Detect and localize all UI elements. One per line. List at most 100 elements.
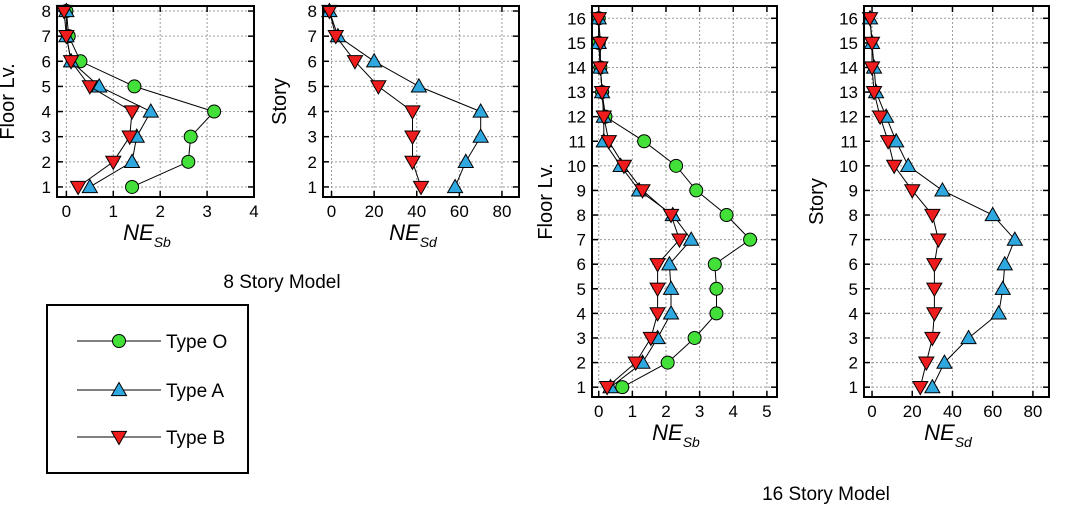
legend-marker-shape <box>112 334 126 348</box>
y-tick-label: 9 <box>577 181 586 200</box>
data-point <box>81 80 99 95</box>
x-tick-label: 40 <box>407 202 426 221</box>
x-axis-label-sub: Sd <box>955 434 973 450</box>
y-tick-label: 13 <box>839 83 858 102</box>
x-axis-label-sub: Sd <box>420 234 438 250</box>
data-point <box>642 331 660 347</box>
series-line <box>869 18 939 388</box>
y-axis-label: Story <box>269 78 291 125</box>
data-point <box>926 282 943 298</box>
data-point <box>615 380 630 395</box>
legend-item-type-b: Type B <box>77 428 225 449</box>
series-type-o <box>59 4 222 194</box>
y-tick-label: 11 <box>840 132 858 151</box>
y-tick-label: 3 <box>308 128 317 147</box>
y-tick-label: 16 <box>567 9 586 28</box>
plot-frame <box>322 5 520 198</box>
y-tick-label: 6 <box>308 52 317 71</box>
legend-marker-triangle-up <box>110 381 128 397</box>
x-tick-label: 4 <box>249 202 258 221</box>
y-tick-label: 4 <box>849 304 858 323</box>
y-tick-label: 13 <box>567 83 586 102</box>
series-type-b <box>321 4 430 196</box>
series-type-b <box>861 12 947 396</box>
legend: Type O Type A Type B <box>46 304 249 474</box>
data-point <box>926 307 943 322</box>
data-point <box>69 180 87 196</box>
series-type-a <box>321 2 490 194</box>
x-tick-label: 0 <box>327 202 336 221</box>
series-type-b <box>55 4 141 196</box>
x-tick-label: 60 <box>983 402 1002 421</box>
y-tick-label: 15 <box>839 34 858 53</box>
data-point <box>899 157 917 172</box>
x-tick-label: 0 <box>867 402 876 421</box>
x-axis-label: NESd <box>924 420 973 450</box>
y-tick-label: 7 <box>577 231 586 250</box>
data-point <box>707 257 722 272</box>
series-line <box>598 18 751 388</box>
x-axis-label-main: NE <box>652 420 683 445</box>
y-tick-label: 8 <box>577 206 586 225</box>
y-tick-label: 14 <box>839 58 858 77</box>
data-point <box>472 103 490 118</box>
data-point <box>662 280 680 295</box>
y-tick-label: 8 <box>308 2 317 21</box>
x-tick-label: 40 <box>943 402 962 421</box>
y-tick-label: 7 <box>849 231 858 250</box>
legend-label-type-b: Type B <box>166 428 225 449</box>
data-point <box>127 79 142 94</box>
x-tick-label: 3 <box>695 402 704 421</box>
x-axis-label-main: NE <box>123 220 154 245</box>
x-tick-label: 0 <box>62 202 71 221</box>
data-point <box>649 258 666 273</box>
data-point <box>457 153 475 168</box>
data-point <box>637 134 652 149</box>
data-point <box>634 184 651 199</box>
y-tick-label: 6 <box>577 255 586 274</box>
series-line <box>598 18 681 388</box>
plot-frame <box>56 5 255 198</box>
data-point <box>142 103 160 118</box>
y-tick-label: 8 <box>849 206 858 225</box>
x-tick-label: 2 <box>661 402 670 421</box>
data-point <box>649 307 666 322</box>
y-tick-label: 2 <box>42 153 51 172</box>
data-point <box>593 85 611 101</box>
y-tick-label: 5 <box>577 280 586 299</box>
data-point <box>994 280 1012 295</box>
data-point <box>924 208 941 224</box>
y-tick-label: 5 <box>42 77 51 96</box>
data-point <box>123 153 141 168</box>
data-point <box>865 85 883 101</box>
legend-item-type-a: Type A <box>77 381 224 402</box>
y-axis-label: Story <box>806 178 828 225</box>
data-point <box>404 105 421 121</box>
data-point <box>669 158 684 173</box>
data-point <box>183 129 198 144</box>
data-point <box>327 30 345 45</box>
data-point <box>207 104 222 119</box>
grid <box>864 6 1049 397</box>
y-tick-label: 3 <box>42 128 51 147</box>
x-tick-label: 1 <box>109 202 118 221</box>
data-point <box>123 105 141 121</box>
y-tick-label: 7 <box>42 27 51 46</box>
series-line <box>869 18 1016 388</box>
x-tick-label: 1 <box>628 402 637 421</box>
data-point <box>743 232 758 247</box>
data-point <box>709 306 724 321</box>
x-tick-label: 4 <box>729 402 738 421</box>
data-point <box>871 110 889 126</box>
data-point <box>592 36 609 52</box>
data-point <box>410 77 428 93</box>
data-point <box>917 356 935 372</box>
data-point <box>615 159 633 175</box>
legend-marker-circle <box>112 334 126 348</box>
data-point <box>924 378 941 394</box>
grid <box>592 6 777 397</box>
grid <box>57 6 255 197</box>
data-point <box>446 178 464 194</box>
data-point <box>934 181 951 197</box>
